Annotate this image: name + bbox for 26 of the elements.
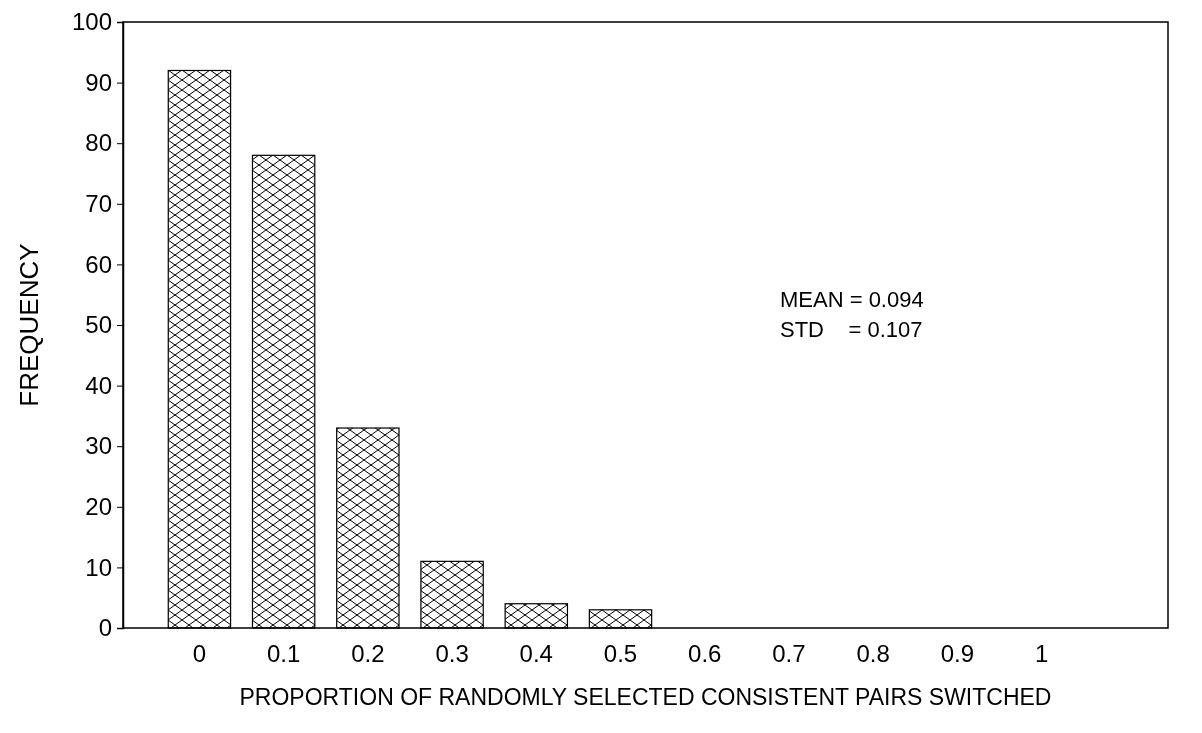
x-tick-label: 0.3	[435, 640, 469, 668]
y-tick-label: 10	[85, 553, 112, 581]
y-axis-title: FREQUENCY	[14, 243, 44, 407]
x-tick-label: 0.1	[266, 640, 301, 668]
x-tick-label: 0.4	[519, 640, 553, 668]
y-tick-label: 80	[85, 129, 112, 157]
y-tick-label: 0	[98, 614, 112, 642]
x-tick-label: 0.7	[772, 640, 806, 668]
x-tick-label: 0.2	[351, 640, 385, 668]
y-tick-label: 30	[85, 432, 112, 460]
y-tick-label: 20	[85, 492, 112, 520]
x-tick-label: 0	[192, 640, 207, 668]
x-tick-label: 0.5	[603, 640, 638, 668]
y-tick-label: 100	[71, 8, 112, 36]
x-tick-label: 0.9	[940, 640, 975, 668]
y-tick-label: 70	[85, 189, 112, 217]
y-tick-label: 50	[85, 311, 112, 339]
annotation: MEAN = 0.094	[780, 287, 924, 312]
x-tick-label: 0.6	[688, 640, 722, 668]
x-tick-label: 1	[1034, 640, 1049, 668]
y-tick-label: 60	[85, 250, 112, 278]
y-tick-label: 40	[85, 371, 112, 399]
x-tick-label: 0.8	[856, 640, 890, 668]
x-axis-title: PROPORTION OF RANDOMLY SELECTED CONSISTENT PAIRS SWITCHED	[239, 684, 1052, 710]
y-tick-label: 90	[85, 68, 112, 96]
annotation: STD = 0.107	[780, 317, 923, 342]
